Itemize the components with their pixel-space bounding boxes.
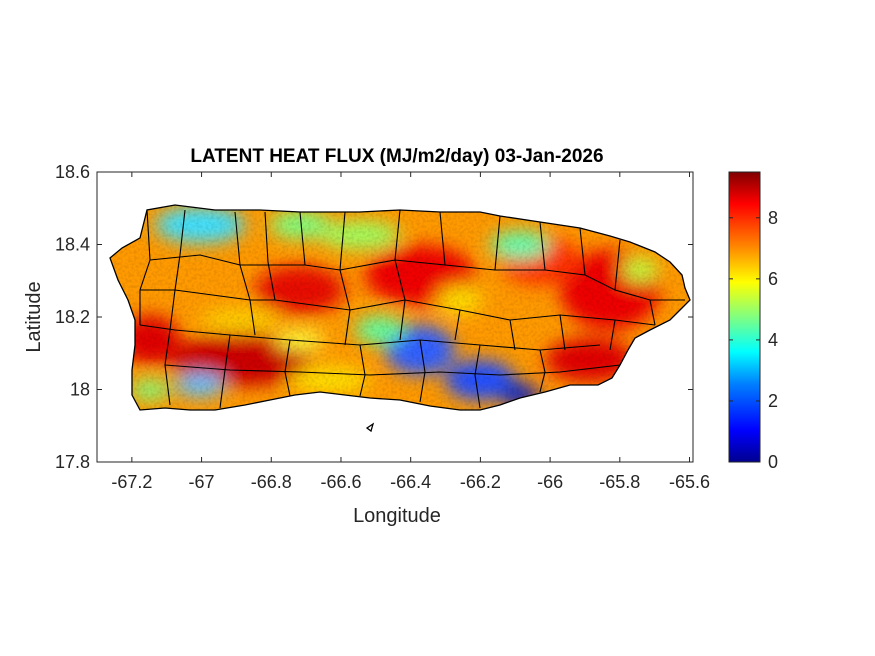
y-tick-label: 18.6 <box>55 162 90 182</box>
colorbar-ticks: 0 2 4 6 8 <box>729 208 778 472</box>
x-tick-label: -66 <box>537 472 563 492</box>
chart-title: LATENT HEAT FLUX (MJ/m2/day) 03-Jan-2026 <box>190 146 603 167</box>
x-axis-ticks: -67.2 -67 -66.8 -66.6 -66.4 -66.2 -66 -65.8 -65.… <box>111 172 710 492</box>
y-axis-ticks: 17.8 18 18.2 18.4 18.6 <box>55 162 693 472</box>
y-tick-label: 18 <box>70 380 90 400</box>
colorbar-tick-label: 6 <box>768 269 778 289</box>
x-tick-label: -66.4 <box>390 472 431 492</box>
colorbar <box>728 171 761 463</box>
colorbar-tick-label: 8 <box>768 208 778 228</box>
x-tick-label: -67.2 <box>111 472 152 492</box>
x-tick-label: -67 <box>189 472 215 492</box>
municipality-boundaries <box>109 204 691 433</box>
y-axis-label: Latitude <box>23 281 45 352</box>
x-tick-label: -66.2 <box>460 472 501 492</box>
colorbar-tick-label: 0 <box>768 452 778 472</box>
colorbar-tick-label: 4 <box>768 330 778 350</box>
y-tick-label: 17.8 <box>55 452 90 472</box>
x-tick-label: -66.6 <box>320 472 361 492</box>
colorbar-tick-label: 2 <box>768 391 778 411</box>
y-tick-label: 18.4 <box>55 235 90 255</box>
x-tick-label: -66.8 <box>251 472 292 492</box>
x-tick-label: -65.8 <box>599 472 640 492</box>
x-tick-label: -65.6 <box>669 472 710 492</box>
y-tick-label: 18.2 <box>55 307 90 327</box>
heat-flux-raster <box>110 205 690 410</box>
x-axis-label: Longitude <box>353 505 441 527</box>
